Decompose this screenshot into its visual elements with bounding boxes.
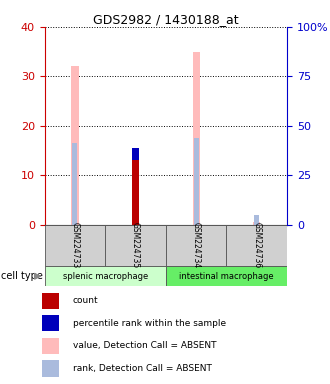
Bar — [253, 222, 260, 225]
Bar — [73, 143, 77, 225]
Bar — [71, 66, 79, 225]
Text: GSM224736: GSM224736 — [252, 222, 261, 269]
Bar — [42, 360, 59, 377]
Text: cell type: cell type — [1, 271, 43, 281]
Bar — [45, 225, 105, 266]
Bar — [166, 266, 287, 286]
Text: GSM224734: GSM224734 — [192, 222, 201, 269]
Bar — [166, 225, 226, 266]
Text: GSM224733: GSM224733 — [70, 222, 80, 269]
Bar — [226, 225, 287, 266]
Title: GDS2982 / 1430188_at: GDS2982 / 1430188_at — [93, 13, 239, 26]
Text: GSM224735: GSM224735 — [131, 222, 140, 269]
Text: percentile rank within the sample: percentile rank within the sample — [73, 319, 226, 328]
Bar — [194, 138, 199, 225]
Bar — [45, 266, 166, 286]
Text: rank, Detection Call = ABSENT: rank, Detection Call = ABSENT — [73, 364, 212, 373]
Bar — [254, 215, 259, 225]
Bar — [105, 225, 166, 266]
Text: intestinal macrophage: intestinal macrophage — [179, 272, 274, 281]
Bar — [132, 148, 139, 225]
Text: count: count — [73, 296, 99, 305]
Bar — [42, 338, 59, 354]
Bar — [192, 51, 200, 225]
Text: value, Detection Call = ABSENT: value, Detection Call = ABSENT — [73, 341, 216, 350]
Bar — [42, 315, 59, 331]
Text: splenic macrophage: splenic macrophage — [63, 272, 148, 281]
Bar — [42, 293, 59, 309]
Bar — [132, 148, 139, 161]
